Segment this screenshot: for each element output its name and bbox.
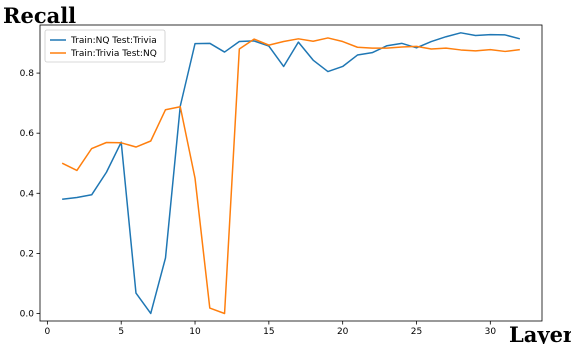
y-tick-label: 0.0 [20, 309, 35, 319]
series-layer [61, 32, 521, 315]
x-tick-label: 15 [263, 327, 274, 337]
plot-background [40, 25, 542, 321]
series-line-trivia-nq [61, 37, 520, 315]
legend-label-trivia-nq: Train:Trivia Test:NQ [70, 49, 157, 59]
y-tick-label: 0.2 [20, 249, 34, 259]
legend: Train:NQ Test:Trivia Train:Trivia Test:N… [44, 29, 166, 63]
x-tick-label: 20 [337, 327, 349, 337]
y-axis-title: Recall [3, 3, 76, 28]
series-line-nq-trivia [62, 32, 521, 315]
x-tick-label: 0 [45, 327, 51, 337]
x-tick-label: 5 [118, 327, 124, 337]
x-axis: 0 5 10 15 20 25 30 [45, 321, 497, 337]
y-axis: 0.0 0.2 0.4 0.6 0.8 [20, 69, 40, 319]
y-tick-label: 0.6 [20, 129, 35, 139]
y-tick-label: 0.8 [20, 69, 35, 79]
x-tick-label: 25 [411, 327, 422, 337]
plot-area [40, 25, 542, 321]
x-tick-label: 30 [485, 327, 497, 337]
legend-box [44, 29, 166, 63]
x-tick-label: 10 [189, 327, 201, 337]
legend-label-nq-trivia: Train:NQ Test:Trivia [70, 36, 157, 46]
y-tick-label: 0.4 [20, 189, 35, 199]
x-axis-title: Layer [509, 322, 571, 344]
plot-frame [39, 24, 543, 322]
